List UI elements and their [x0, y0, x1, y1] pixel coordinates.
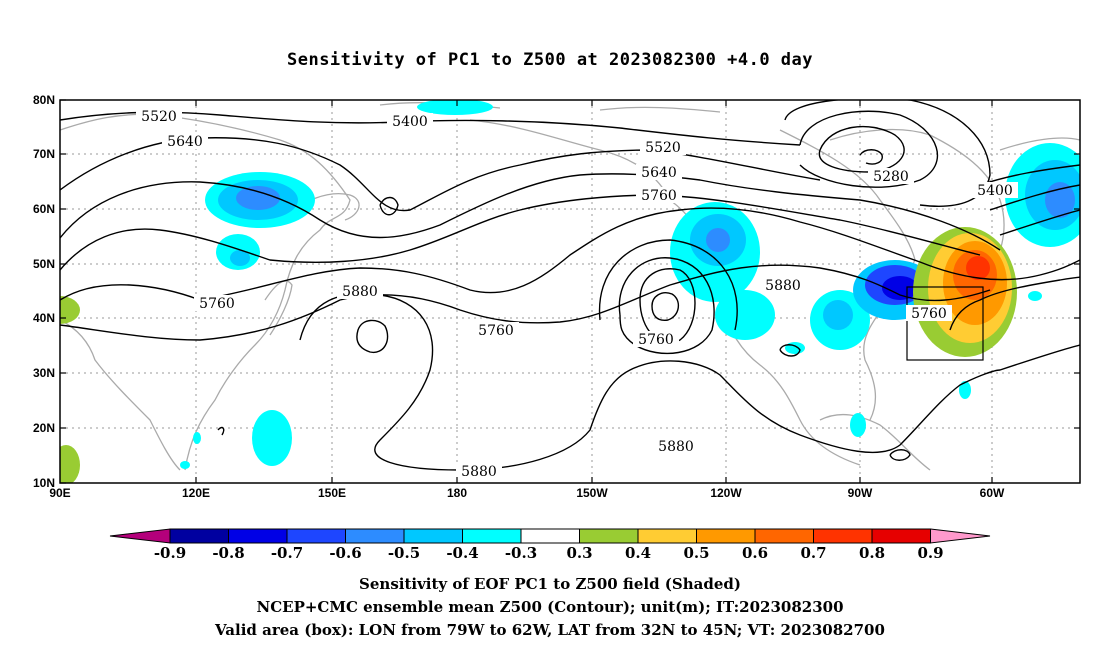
colorbar-swatch: [462, 528, 522, 544]
colorbar-label: -0.8: [212, 544, 244, 562]
contour-label: 5400: [392, 114, 428, 130]
colorbar-label: 0.5: [683, 544, 709, 562]
lat-label: 30N: [33, 366, 55, 380]
colorbar-swatch: [345, 528, 405, 544]
lon-label: 90E: [49, 486, 70, 500]
contour-label: 5760: [199, 296, 235, 312]
colorbar-label: 0.8: [859, 544, 885, 562]
colorbar-swatch: [579, 528, 639, 544]
colorbar-labels: -0.9 -0.8 -0.7 -0.6 -0.5 -0.4 -0.3 0.3 0…: [154, 544, 944, 562]
contour-label: 5760: [478, 323, 514, 339]
contour-label: 5880: [342, 284, 378, 300]
lon-label: 120E: [182, 486, 210, 500]
lon-label: 150E: [318, 486, 346, 500]
colorbar-label: 0.3: [566, 544, 592, 562]
colorbar-min-triangle: [109, 528, 171, 544]
lat-label: 40N: [33, 311, 55, 325]
footer-valid-area-caption: Valid area (box): LON from 79W to 62W, L…: [215, 621, 885, 639]
colorbar-swatch: [228, 528, 288, 544]
colorbar-swatch: [813, 528, 873, 544]
colorbar-swatch: [403, 528, 463, 544]
colorbar-label: 0.9: [917, 544, 943, 562]
colorbar-label: -0.9: [154, 544, 186, 562]
valid-area-box: [906, 286, 984, 361]
latitude-labels: 80N 70N 60N 50N 40N 30N 20N 10N: [33, 93, 55, 490]
contour-label: 5880: [765, 278, 801, 294]
lon-label: 90W: [848, 486, 873, 500]
colorbar-label: -0.6: [329, 544, 361, 562]
lon-label: 60W: [980, 486, 1005, 500]
footer-shading-caption: Sensitivity of EOF PC1 to Z500 field (Sh…: [359, 575, 741, 593]
footer-contour-caption: NCEP+CMC ensemble mean Z500 (Contour); u…: [256, 598, 844, 616]
contour-label: 5520: [645, 140, 681, 156]
colorbar-label: -0.3: [505, 544, 537, 562]
map-title: Sensitivity of PC1 to Z500 at 2023082300…: [286, 50, 813, 70]
plot-frame: [59, 99, 1081, 484]
sensitivity-map: 5520 5400 5640 5520 5640 5760 5280 5400 …: [33, 93, 1081, 562]
lat-label: 70N: [33, 147, 55, 161]
colorbar-swatch: [696, 528, 756, 544]
lon-label: 180: [447, 486, 467, 500]
colorbar-label: 0.6: [742, 544, 768, 562]
lat-label: 10N: [33, 476, 55, 490]
longitude-labels: 90E 120E 150E 180 150W 120W 90W 60W: [49, 486, 1005, 500]
contour-label: 5400: [977, 183, 1013, 199]
colorbar-swatch: [169, 528, 229, 544]
lon-label: 150W: [576, 486, 608, 500]
lat-label: 60N: [33, 202, 55, 216]
contour-label: 5520: [141, 109, 177, 125]
lat-label: 50N: [33, 257, 55, 271]
lat-label: 20N: [33, 421, 55, 435]
colorbar-swatch: [754, 528, 814, 544]
sensitivity-shading: [60, 100, 1080, 483]
colorbar-max-triangle: [930, 528, 991, 544]
contour-label: 5760: [638, 332, 674, 348]
contour-label: 5760: [911, 306, 947, 322]
lon-label: 120W: [710, 486, 742, 500]
lat-label: 80N: [33, 93, 55, 107]
contour-label: 5760: [641, 188, 677, 204]
colorbar-swatch: [520, 528, 580, 544]
contour-label: 5880: [658, 439, 694, 455]
colorbar-label: -0.4: [446, 544, 478, 562]
colorbar-label: 0.7: [800, 544, 826, 562]
contour-labels: 5520 5400 5640 5520 5640 5760 5280 5400 …: [136, 108, 1018, 480]
tick-marks: [60, 99, 1080, 484]
colorbar-label: 0.4: [625, 544, 651, 562]
colorbar-swatch: [637, 528, 697, 544]
colorbar: [109, 528, 991, 544]
contour-label: 5880: [461, 464, 497, 480]
colorbar-label: -0.7: [271, 544, 303, 562]
contour-label: 5640: [167, 134, 203, 150]
colorbar-swatch: [286, 528, 346, 544]
contour-label: 5640: [641, 165, 677, 181]
colorbar-label: -0.5: [388, 544, 420, 562]
contour-label: 5280: [873, 169, 909, 185]
colorbar-swatch: [871, 528, 931, 544]
